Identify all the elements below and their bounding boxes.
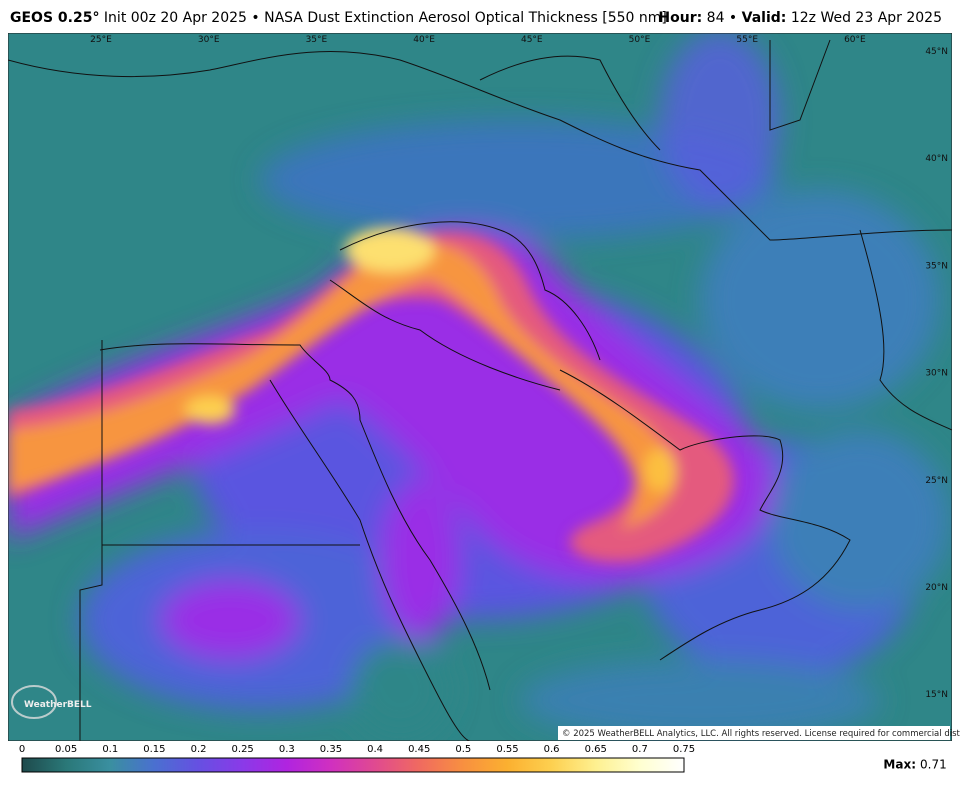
hour-label: Hour: <box>658 10 703 26</box>
latitude-label: 20°N <box>925 583 948 593</box>
colorbar-tick-label: 0.45 <box>408 744 430 755</box>
init: Init 00z 20 Apr 2025 <box>103 10 247 26</box>
longitude-label: 60°E <box>844 35 866 45</box>
colorbar-tick-label: 0.75 <box>673 744 695 755</box>
colorbar-tick-label: 0.4 <box>367 744 383 755</box>
colorbar-tick-label: 0.6 <box>544 744 560 755</box>
valid: 12z Wed 23 Apr 2025 <box>790 10 942 26</box>
longitude-label: 55°E <box>736 35 758 45</box>
colorbar-tick-label: 0.65 <box>585 744 607 755</box>
model: GEOS 0.25° <box>10 10 100 26</box>
longitude-label: 35°E <box>306 35 328 45</box>
logo-swirl <box>11 685 57 719</box>
longitude-label: 45°E <box>521 35 543 45</box>
longitude-label: 25°E <box>90 35 112 45</box>
boundaries <box>8 39 952 741</box>
max-value: 0.71 <box>920 758 947 772</box>
max-label: Max: <box>883 758 916 772</box>
longitude-label: 40°E <box>413 35 435 45</box>
copyright-bg <box>558 726 950 740</box>
longitude-label: 50°E <box>629 35 651 45</box>
colorbar-tick-label: 0.1 <box>102 744 118 755</box>
latitude-label: 25°N <box>925 476 948 486</box>
colorbar-tick-label: 0.15 <box>143 744 165 755</box>
header-right: Hour: 84 • Valid: 12z Wed 23 Apr 2025 <box>658 10 942 26</box>
colorbar-tick-label: 0.5 <box>455 744 471 755</box>
colorbar-tick-label: 0 <box>19 744 25 755</box>
logo: WeatherBELL <box>24 700 92 710</box>
latitude-label: 40°N <box>925 154 948 164</box>
colorbar-tick-label: 0.05 <box>55 744 77 755</box>
field: NASA Dust Extinction Aerosol Optical Thi… <box>264 10 667 26</box>
colorbar-tick-label: 0.35 <box>320 744 342 755</box>
valid-label: Valid: <box>741 10 787 26</box>
colorbar-tick-label: 0.25 <box>232 744 254 755</box>
latitude-label: 35°N <box>925 261 948 271</box>
header-left: GEOS 0.25° Init 00z 20 Apr 2025 • NASA D… <box>10 10 667 26</box>
copyright: © 2025 WeatherBELL Analytics, LLC. All r… <box>562 729 960 739</box>
colorbar-tick-label: 0.7 <box>632 744 648 755</box>
latitude-label: 45°N <box>925 47 948 57</box>
colorbar-tick-label: 0.55 <box>496 744 518 755</box>
latitude-label: 15°N <box>925 690 948 700</box>
colorbar <box>21 757 685 773</box>
colorbar-tick-label: 0.2 <box>191 744 207 755</box>
colorbar-tick-label: 0.3 <box>279 744 295 755</box>
hour: 84 <box>706 10 725 26</box>
dust-field <box>8 33 952 741</box>
latitude-label: 30°N <box>925 369 948 379</box>
longitude-label: 30°E <box>198 35 220 45</box>
